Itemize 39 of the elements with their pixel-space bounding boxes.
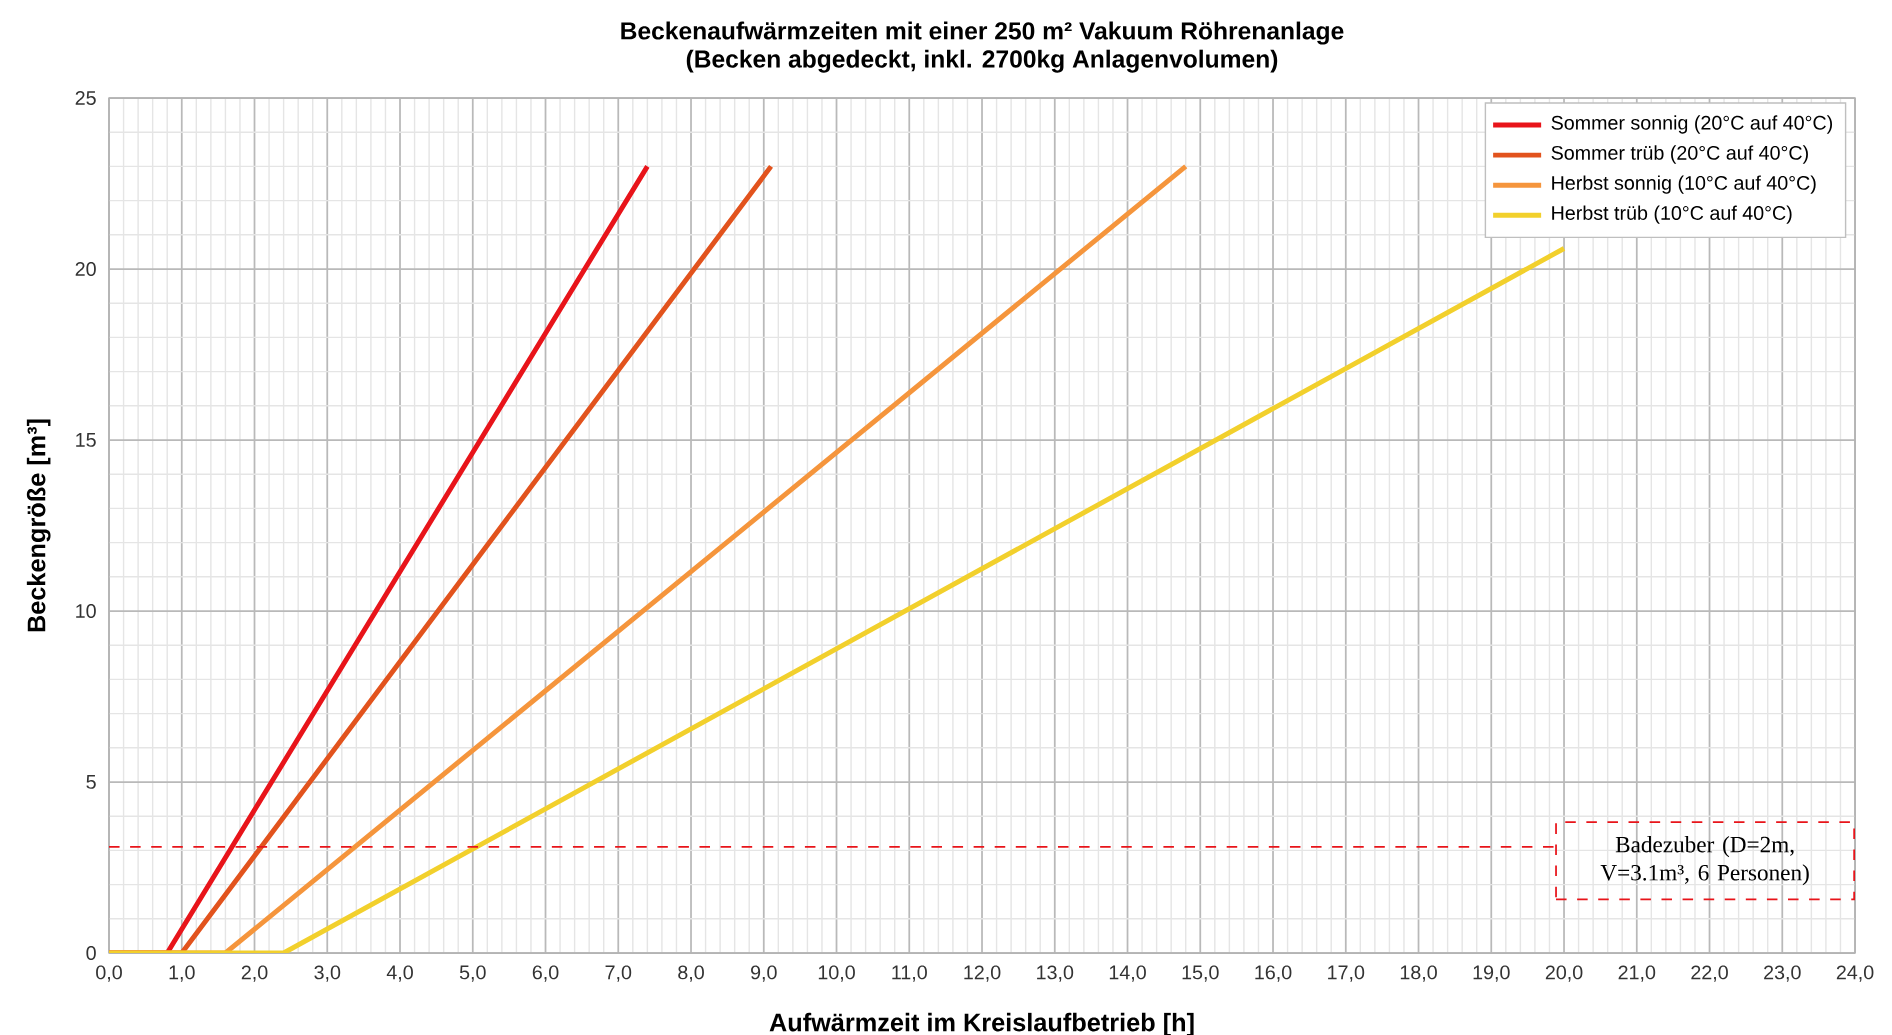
y-tick-label: 0 [86, 946, 96, 960]
x-tick-label: 22,0 [1691, 965, 1728, 982]
x-tick-label: 23,0 [1764, 965, 1801, 982]
x-tick-label: 7,0 [605, 965, 632, 982]
x-tick-label: 9,0 [751, 965, 777, 982]
x-tick-label: 3,0 [314, 965, 341, 982]
x-tick-label: 16,0 [1255, 965, 1292, 982]
x-tick-label: 20,0 [1545, 965, 1583, 982]
x-tick-label: 19,0 [1473, 965, 1510, 982]
x-tick-label: 0,0 [96, 965, 122, 982]
x-tick-label: 6,0 [532, 965, 559, 982]
y-tick-label: 20 [75, 262, 96, 276]
x-tick-label: 18,0 [1400, 965, 1437, 982]
x-tick-label: 11,0 [892, 965, 927, 982]
x-tick-label: 12,0 [964, 965, 1001, 982]
chart-title: Beckenaufwärmzeiten mit einer 250 m² Vakuum Röhrenanlage [621, 21, 1344, 45]
ref-line-label: Badezuber (D=2m, V=3.1m³, 6 Personen) [1600, 836, 1809, 886]
x-tick-label: 21,0 [1618, 965, 1656, 982]
y-axis-title: Beckengröße [m³] [26, 419, 51, 632]
y-tick-label: 5 [86, 775, 96, 789]
legend-label: Herbst trüb (10°C auf 40°C) [1552, 205, 1792, 224]
x-tick-label: 4,0 [386, 965, 413, 982]
legend-label: Sommer sonnig (20°C auf 40°C) [1551, 115, 1833, 134]
legend-label: Herbst sonnig (10°C auf 40°C) [1552, 175, 1816, 194]
x-tick-label: 24,0 [1836, 965, 1874, 982]
y-tick-label: 15 [76, 433, 96, 447]
x-tick-label: 1,0 [169, 965, 195, 982]
x-tick-label: 8,0 [678, 965, 704, 982]
x-tick-label: 17,0 [1328, 965, 1365, 982]
x-tick-label: 5,0 [459, 965, 486, 982]
x-tick-label: 15,0 [1182, 965, 1219, 982]
legend-label: Sommer trüb (20°C auf 40°C) [1551, 145, 1808, 164]
y-tick-label: 25 [75, 91, 96, 105]
x-tick-label: 14,0 [1109, 965, 1146, 982]
x-tick-label: 13,0 [1037, 965, 1074, 982]
x-tick-label: 10,0 [818, 965, 855, 982]
y-tick-label: 10 [76, 604, 96, 618]
x-tick-label: 2,0 [241, 965, 268, 982]
chart-subtitle: (Becken abgedeckt, inkl. 2700kg Anlagenvolumen) [686, 49, 1278, 73]
